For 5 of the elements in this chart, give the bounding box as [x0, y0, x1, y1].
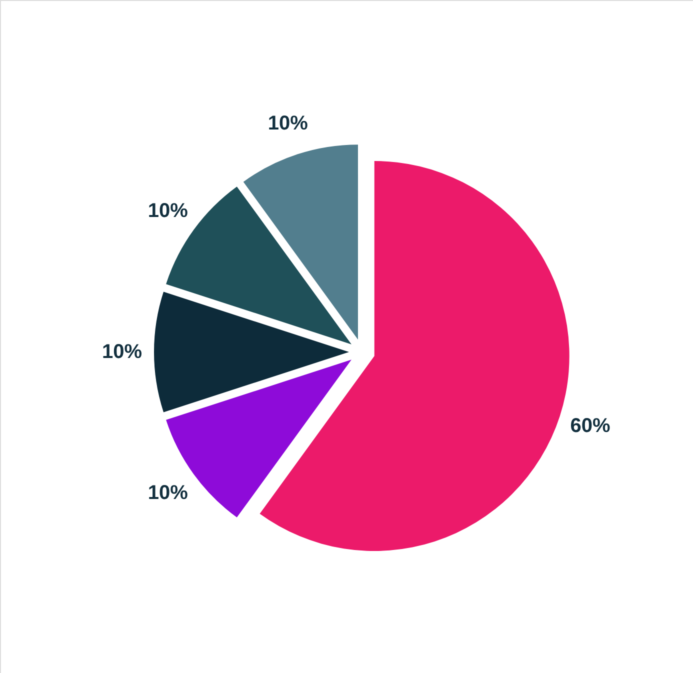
data-label: 10%: [102, 341, 142, 363]
data-label: 10%: [268, 112, 308, 135]
data-label: 60%: [570, 415, 610, 438]
data-label: 10%: [148, 200, 188, 222]
data-label: 10%: [148, 482, 188, 504]
